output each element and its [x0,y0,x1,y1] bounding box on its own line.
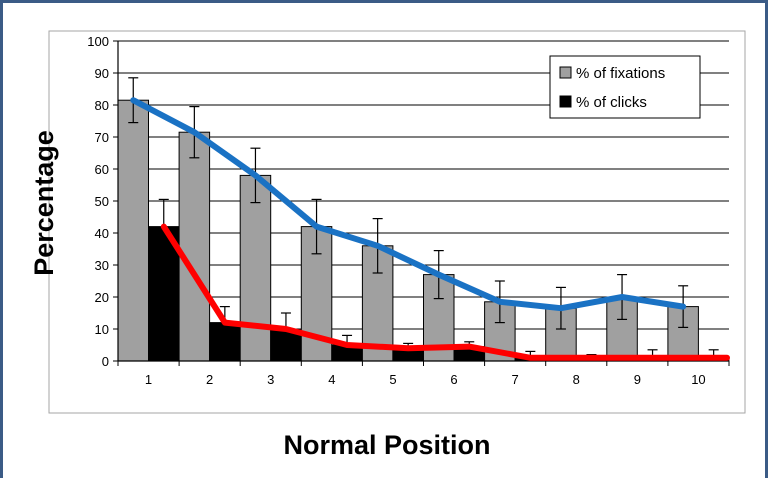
bar-fixations [239,174,272,362]
legend: % of fixations % of clicks [549,55,701,119]
y-tick-label: 20 [95,290,109,305]
x-tick-label: 4 [328,372,335,387]
x-tick-label: 1 [145,372,152,387]
bar-fixations [178,131,211,362]
legend-swatch-clicks [559,95,572,108]
axes: 0 10 20 30 40 50 60 70 80 90 100 1 2 3 4 5 6 7 8 9 10 [87,34,730,387]
x-tick-label: 10 [691,372,705,387]
y-axis-title: Percentage [29,130,59,276]
y-tick-label: 50 [95,194,109,209]
y-tick-label: 100 [87,34,109,49]
bar-fixations [117,99,149,362]
x-tick-label: 6 [450,372,457,387]
overlay-lines [130,97,730,361]
y-tick-label: 70 [95,130,109,145]
legend-label-clicks: % of clicks [576,94,647,111]
legend-label-fixations: % of fixations [576,65,665,82]
y-tick-label: 10 [95,322,109,337]
x-tick-label: 5 [389,372,396,387]
y-tick-label: 30 [95,258,109,273]
y-tick-label: 90 [95,66,109,81]
y-tick-label: 40 [95,226,109,241]
x-tick-label: 9 [634,372,641,387]
x-tick-label: 3 [267,372,274,387]
x-tick-label: 2 [206,372,213,387]
clicks-trend-line [160,223,730,361]
bar-chart: 0 10 20 30 40 50 60 70 80 90 100 1 2 3 4 5 6 7 8 9 10 % of f… [29,30,746,460]
x-tick-label: 7 [512,372,519,387]
x-axis-title: Normal Position [283,430,490,460]
y-tick-label: 0 [102,354,109,369]
legend-swatch-fixations [559,66,572,79]
x-tick-label: 8 [573,372,580,387]
y-tick-label: 80 [95,98,109,113]
fixations-trend-line [130,97,687,312]
y-tick-label: 60 [95,162,109,177]
legend-box [549,55,701,119]
